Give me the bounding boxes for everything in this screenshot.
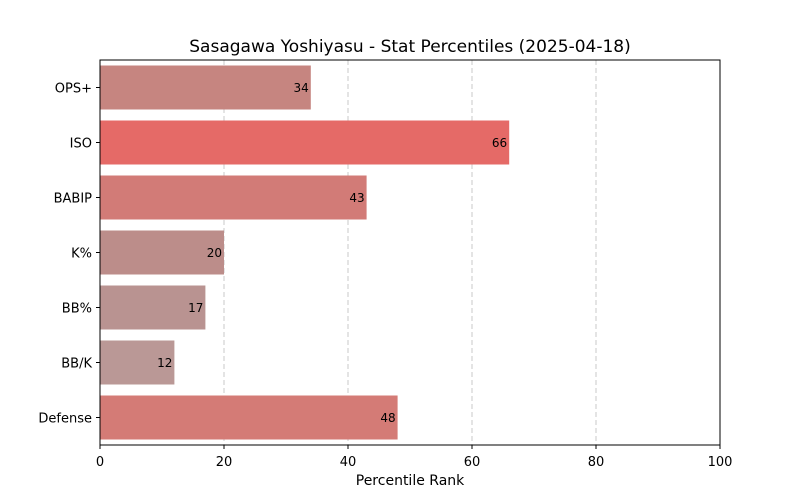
- bar-4: [100, 285, 206, 330]
- bar-value-label-1: 66: [492, 136, 507, 150]
- x-tick-label-0: 0: [96, 455, 104, 470]
- x-tick-label-5: 100: [708, 455, 733, 470]
- bar-value-label-0: 34: [294, 81, 309, 95]
- bars: 34 66 43 20 17 12 48: [100, 65, 510, 440]
- x-tick-label-4: 80: [588, 455, 605, 470]
- x-tick-label-1: 20: [216, 455, 233, 470]
- y-tick-label-0: OPS+: [55, 82, 92, 97]
- y-tick-label-5: BB/K: [61, 357, 92, 372]
- y-tick-label-3: K%: [71, 247, 92, 262]
- bar-1: [100, 120, 510, 165]
- chart-title: Sasagawa Yoshiyasu - Stat Percentiles (2…: [189, 37, 631, 57]
- x-tick-label-3: 60: [464, 455, 481, 470]
- bar-value-label-2: 43: [349, 191, 364, 205]
- bar-5: [100, 340, 175, 385]
- y-tick-label-1: ISO: [70, 137, 92, 152]
- axis-ticks: OPS+ ISO BABIP K% BB% BB/K Defense 0 20 40 60 80 100: [38, 82, 732, 471]
- x-tick-label-2: 40: [340, 455, 357, 470]
- bar-value-label-5: 12: [157, 356, 172, 370]
- y-tick-label-4: BB%: [62, 302, 92, 317]
- bar-0: [100, 65, 311, 110]
- bar-value-label-3: 20: [207, 246, 222, 260]
- bar-value-label-6: 48: [380, 411, 395, 425]
- y-tick-label-6: Defense: [38, 412, 92, 427]
- bar-2: [100, 175, 367, 220]
- x-axis-label: Percentile Rank: [356, 473, 465, 489]
- y-tick-label-2: BABIP: [54, 192, 93, 207]
- bar-6: [100, 395, 398, 440]
- bar-3: [100, 230, 224, 275]
- bar-value-label-4: 17: [188, 301, 203, 315]
